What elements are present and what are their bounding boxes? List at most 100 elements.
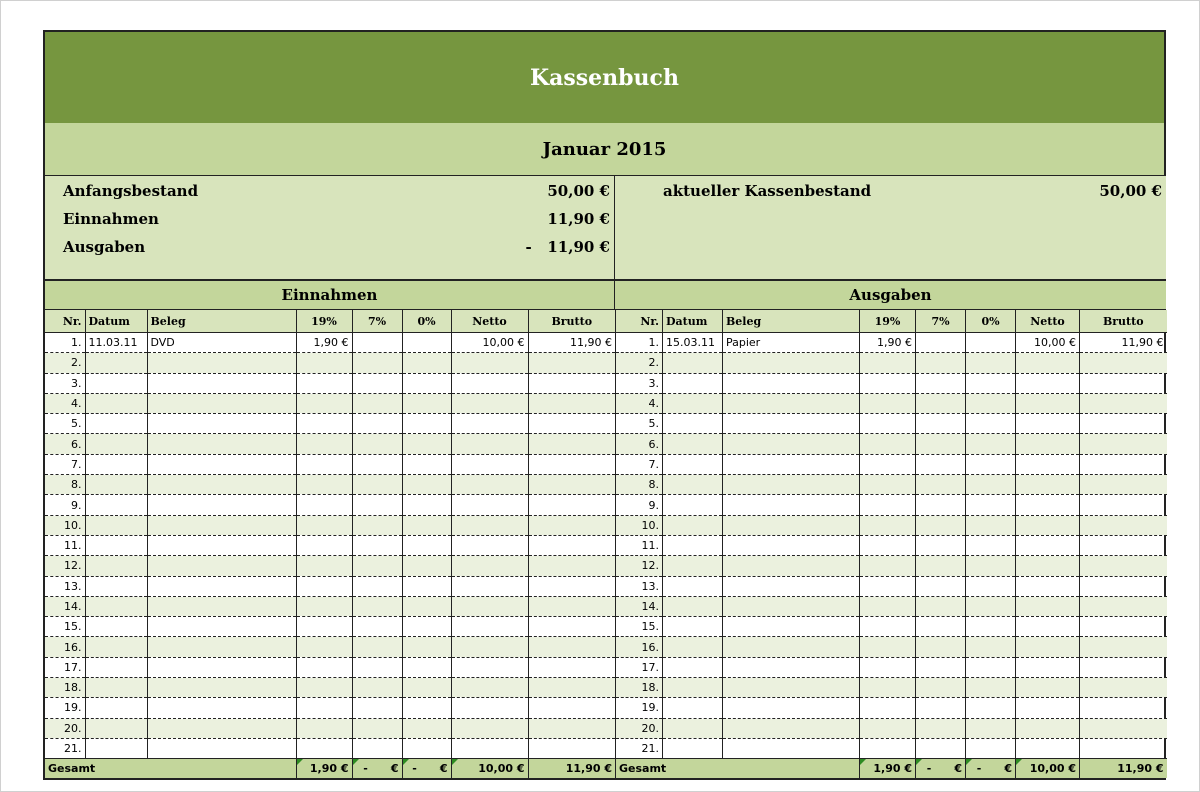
cell-brutto[interactable] [1079,657,1167,679]
cell-beleg[interactable] [722,535,860,557]
total-netto[interactable]: 10,00 € [1015,758,1080,779]
cell-nr[interactable]: 21. [45,738,85,760]
cell-7[interactable] [351,738,402,760]
cell-7[interactable] [915,576,966,597]
cell-19[interactable] [295,433,352,455]
cell-brutto[interactable] [1079,677,1167,699]
cell-datum[interactable] [84,636,147,658]
cell-netto[interactable] [1015,393,1080,415]
cell-datum[interactable] [84,352,147,374]
cell-0[interactable] [965,636,1016,658]
cell-0[interactable] [401,332,451,354]
cell-7[interactable] [915,373,966,394]
cell-7[interactable] [351,636,402,658]
cell-7[interactable] [915,515,966,536]
cell-0[interactable] [965,555,1016,577]
cell-0[interactable] [965,494,1016,516]
cell-datum[interactable] [84,474,147,496]
cell-beleg[interactable] [722,515,860,536]
cell-nr[interactable]: 2. [615,352,663,374]
cell-netto[interactable] [450,433,528,455]
cell-datum[interactable] [662,494,723,516]
cell-0[interactable] [401,718,451,739]
cell-datum[interactable] [84,454,147,476]
cell-0[interactable] [965,352,1016,374]
cell-beleg[interactable] [722,555,860,577]
cell-beleg[interactable] [146,555,296,577]
cell-beleg[interactable] [722,596,860,618]
cell-brutto[interactable] [1079,373,1167,394]
cell-brutto[interactable] [1079,697,1167,719]
cell-19[interactable] [295,494,352,516]
cell-beleg[interactable] [146,616,296,638]
cell-7[interactable] [351,677,402,699]
cell-19[interactable] [859,535,916,557]
cell-netto[interactable] [1015,515,1080,536]
cell-0[interactable] [965,697,1016,719]
cell-beleg[interactable] [146,677,296,699]
cell-19[interactable] [859,474,916,496]
cell-7[interactable] [915,535,966,557]
cell-beleg[interactable] [146,352,296,374]
cell-7[interactable] [351,515,402,536]
cell-brutto[interactable] [527,515,615,536]
cell-nr[interactable]: 18. [45,677,85,699]
cell-nr[interactable]: 15. [615,616,663,638]
cell-netto[interactable] [1015,697,1080,719]
cell-nr[interactable]: 20. [45,718,85,739]
cell-beleg[interactable] [722,494,860,516]
cell-19[interactable] [859,494,916,516]
cell-netto[interactable] [450,474,528,496]
cell-datum[interactable] [662,454,723,476]
cell-beleg[interactable] [722,454,860,476]
cell-nr[interactable]: 16. [45,636,85,658]
cell-datum[interactable] [662,616,723,638]
cell-netto[interactable]: 10,00 € [450,332,528,354]
cell-beleg[interactable] [722,636,860,658]
cell-datum[interactable]: 15.03.11 [662,332,723,354]
total-nr[interactable]: Gesamt [615,758,860,779]
cell-datum[interactable] [662,718,723,739]
cell-brutto[interactable] [1079,515,1167,536]
cell-brutto[interactable] [527,413,615,435]
cell-brutto[interactable]: 11,90 € [527,332,615,354]
cell-brutto[interactable] [527,718,615,739]
cell-beleg[interactable] [722,474,860,496]
cell-0[interactable] [401,433,451,455]
cell-7[interactable] [351,373,402,394]
cell-7[interactable] [915,555,966,577]
cell-0[interactable] [401,677,451,699]
cell-brutto[interactable] [1079,352,1167,374]
cell-brutto[interactable] [527,616,615,638]
cell-nr[interactable]: 11. [45,535,85,557]
cell-brutto[interactable] [1079,393,1167,415]
cell-beleg[interactable] [146,718,296,739]
cell-datum[interactable] [662,352,723,374]
cell-19[interactable] [295,596,352,618]
cell-beleg[interactable] [722,677,860,699]
cell-brutto[interactable] [527,677,615,699]
cell-19[interactable] [295,636,352,658]
cell-nr[interactable]: 17. [615,657,663,679]
cell-7[interactable] [915,738,966,760]
cell-datum[interactable] [84,535,147,557]
cell-19[interactable] [295,413,352,435]
cell-brutto[interactable] [527,433,615,455]
cell-0[interactable] [401,636,451,658]
cell-netto[interactable] [1015,352,1080,374]
total-19[interactable]: 1,90 € [859,758,916,779]
total-0[interactable]: - € [401,758,451,779]
cell-netto[interactable] [1015,677,1080,699]
cell-beleg[interactable] [722,576,860,597]
cell-beleg[interactable] [146,576,296,597]
cell-0[interactable] [401,535,451,557]
cell-7[interactable] [915,718,966,739]
cell-0[interactable] [401,616,451,638]
cell-7[interactable] [351,393,402,415]
cell-7[interactable] [351,718,402,739]
cell-nr[interactable]: 8. [615,474,663,496]
cell-beleg[interactable] [146,697,296,719]
cell-netto[interactable] [1015,718,1080,739]
cell-brutto[interactable] [527,474,615,496]
cell-brutto[interactable] [1079,555,1167,577]
